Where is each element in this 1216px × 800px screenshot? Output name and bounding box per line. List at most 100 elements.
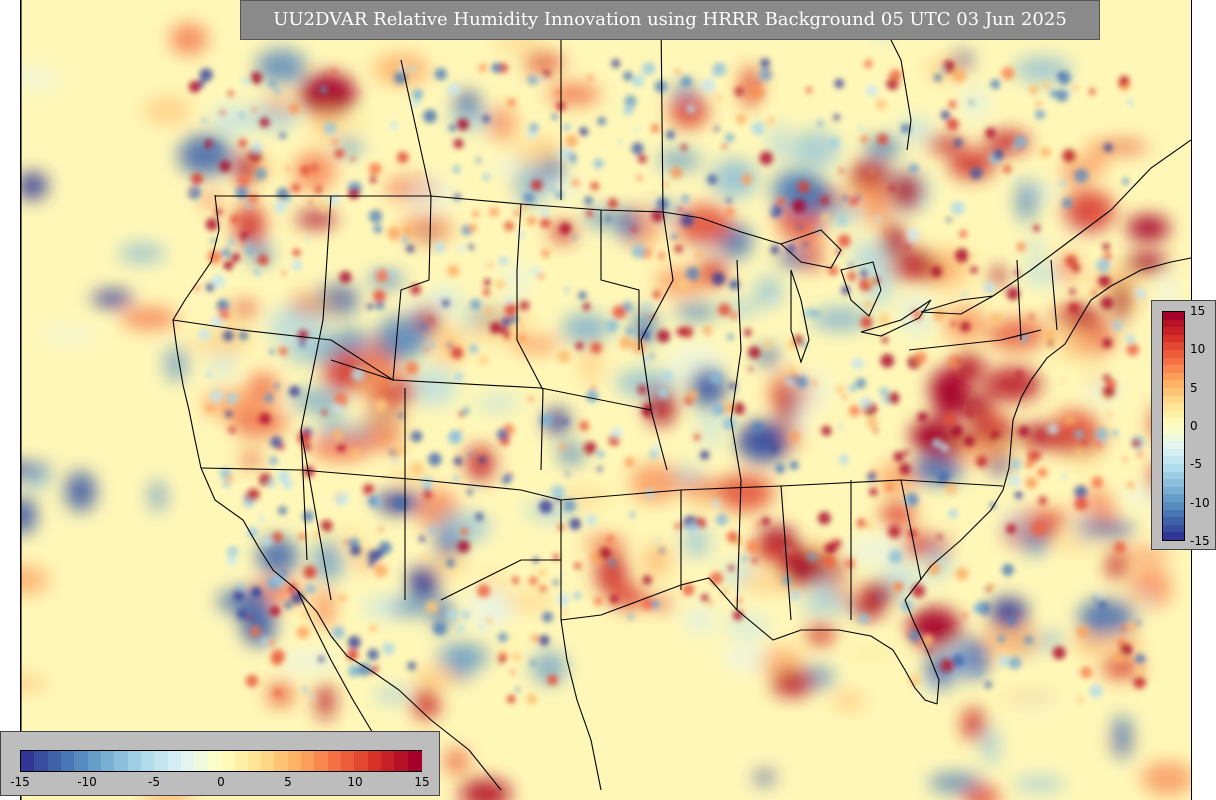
innovation-speckle bbox=[997, 635, 1006, 643]
innovation-speckle bbox=[765, 116, 776, 127]
innovation-speckle bbox=[725, 133, 735, 143]
innovation-speckle bbox=[605, 319, 619, 333]
innovation-speckle bbox=[543, 417, 552, 426]
innovation-speckle bbox=[952, 69, 966, 83]
innovation-speckle bbox=[1013, 135, 1027, 149]
innovation-speckle bbox=[320, 85, 328, 94]
innovation-speckle bbox=[1055, 89, 1069, 102]
innovation-speckle bbox=[478, 623, 486, 632]
innovation-speckle bbox=[946, 217, 952, 223]
colorbar-step bbox=[354, 751, 369, 771]
innovation-speckle bbox=[608, 559, 617, 567]
innovation-speckle bbox=[278, 346, 288, 356]
innovation-speckle bbox=[252, 159, 259, 165]
innovation-speckle bbox=[1072, 264, 1080, 273]
innovation-blob bbox=[891, 172, 922, 210]
innovation-blob bbox=[531, 650, 568, 685]
innovation-speckle bbox=[334, 148, 345, 159]
innovation-speckle bbox=[729, 279, 740, 290]
innovation-speckle bbox=[1019, 333, 1029, 343]
innovation-speckle bbox=[339, 271, 352, 284]
innovation-speckle bbox=[1101, 438, 1107, 444]
innovation-speckle bbox=[345, 540, 350, 545]
innovation-speckle bbox=[1029, 313, 1035, 320]
innovation-speckle bbox=[235, 185, 249, 199]
innovation-speckle bbox=[539, 585, 547, 593]
innovation-speckle bbox=[555, 89, 562, 96]
innovation-speckle bbox=[423, 490, 433, 500]
innovation-speckle bbox=[619, 336, 633, 350]
innovation-speckle bbox=[351, 367, 365, 382]
innovation-speckle bbox=[517, 333, 527, 343]
innovation-speckle bbox=[714, 126, 720, 132]
innovation-blob bbox=[454, 91, 481, 115]
innovation-speckle bbox=[228, 427, 236, 434]
innovation-speckle bbox=[645, 488, 655, 499]
innovation-speckle bbox=[702, 326, 713, 336]
innovation-speckle bbox=[669, 231, 675, 237]
innovation-blob bbox=[751, 438, 768, 457]
innovation-speckle bbox=[260, 637, 269, 645]
innovation-speckle bbox=[789, 547, 796, 554]
innovation-speckle bbox=[312, 164, 318, 170]
innovation-speckle bbox=[204, 403, 215, 414]
colorbar-step bbox=[1163, 410, 1184, 419]
innovation-blob bbox=[1069, 444, 1103, 471]
innovation-speckle bbox=[288, 385, 301, 397]
innovation-speckle bbox=[865, 301, 873, 309]
innovation-speckle bbox=[482, 288, 491, 296]
innovation-speckle bbox=[921, 201, 927, 206]
innovation-speckle bbox=[350, 157, 355, 162]
innovation-speckle bbox=[877, 133, 889, 145]
innovation-speckle bbox=[495, 279, 506, 290]
innovation-speckle bbox=[1071, 84, 1079, 91]
innovation-speckle bbox=[804, 308, 815, 318]
innovation-speckle bbox=[583, 441, 597, 455]
innovation-blob bbox=[255, 49, 307, 84]
innovation-speckle bbox=[332, 626, 345, 640]
innovation-blob bbox=[21, 497, 36, 535]
innovation-speckle bbox=[855, 378, 867, 389]
innovation-speckle bbox=[270, 653, 283, 666]
innovation-speckle bbox=[722, 143, 727, 149]
innovation-speckle bbox=[1123, 457, 1128, 462]
innovation-speckle bbox=[590, 181, 600, 191]
innovation-blob bbox=[675, 303, 718, 321]
innovation-speckle bbox=[1037, 467, 1048, 478]
innovation-blob bbox=[878, 461, 917, 495]
innovation-blob bbox=[864, 136, 902, 159]
colorbar-step bbox=[1163, 326, 1184, 335]
innovation-speckle bbox=[1096, 592, 1103, 599]
innovation-speckle bbox=[433, 241, 446, 253]
innovation-speckle bbox=[811, 381, 817, 386]
innovation-speckle bbox=[708, 600, 714, 606]
innovation-speckle bbox=[718, 303, 731, 317]
innovation-speckle bbox=[1049, 89, 1058, 98]
innovation-speckle bbox=[663, 182, 669, 187]
horizontal-colorbar-tick-label: 15 bbox=[414, 775, 430, 789]
innovation-speckle bbox=[1135, 653, 1146, 665]
innovation-blob bbox=[241, 451, 262, 468]
innovation-speckle bbox=[611, 427, 622, 439]
innovation-speckle bbox=[962, 612, 968, 618]
innovation-speckle bbox=[429, 343, 435, 349]
innovation-speckle bbox=[1126, 334, 1136, 344]
innovation-blob bbox=[657, 149, 702, 171]
innovation-speckle bbox=[1074, 168, 1089, 183]
colorbar-step bbox=[61, 751, 76, 771]
colorbar-step bbox=[181, 751, 196, 771]
innovation-speckle bbox=[393, 71, 407, 85]
innovation-speckle bbox=[407, 661, 417, 671]
innovation-speckle bbox=[725, 207, 735, 217]
innovation-speckle bbox=[540, 207, 550, 217]
innovation-speckle bbox=[367, 303, 374, 310]
colorbar-step bbox=[1163, 319, 1184, 328]
innovation-speckle bbox=[264, 393, 274, 403]
innovation-speckle bbox=[301, 610, 311, 619]
innovation-speckle bbox=[1091, 290, 1098, 296]
innovation-speckle bbox=[985, 586, 992, 592]
innovation-speckle bbox=[188, 188, 194, 193]
innovation-speckle bbox=[906, 228, 920, 242]
innovation-blob bbox=[1113, 280, 1130, 322]
innovation-speckle bbox=[682, 583, 695, 596]
